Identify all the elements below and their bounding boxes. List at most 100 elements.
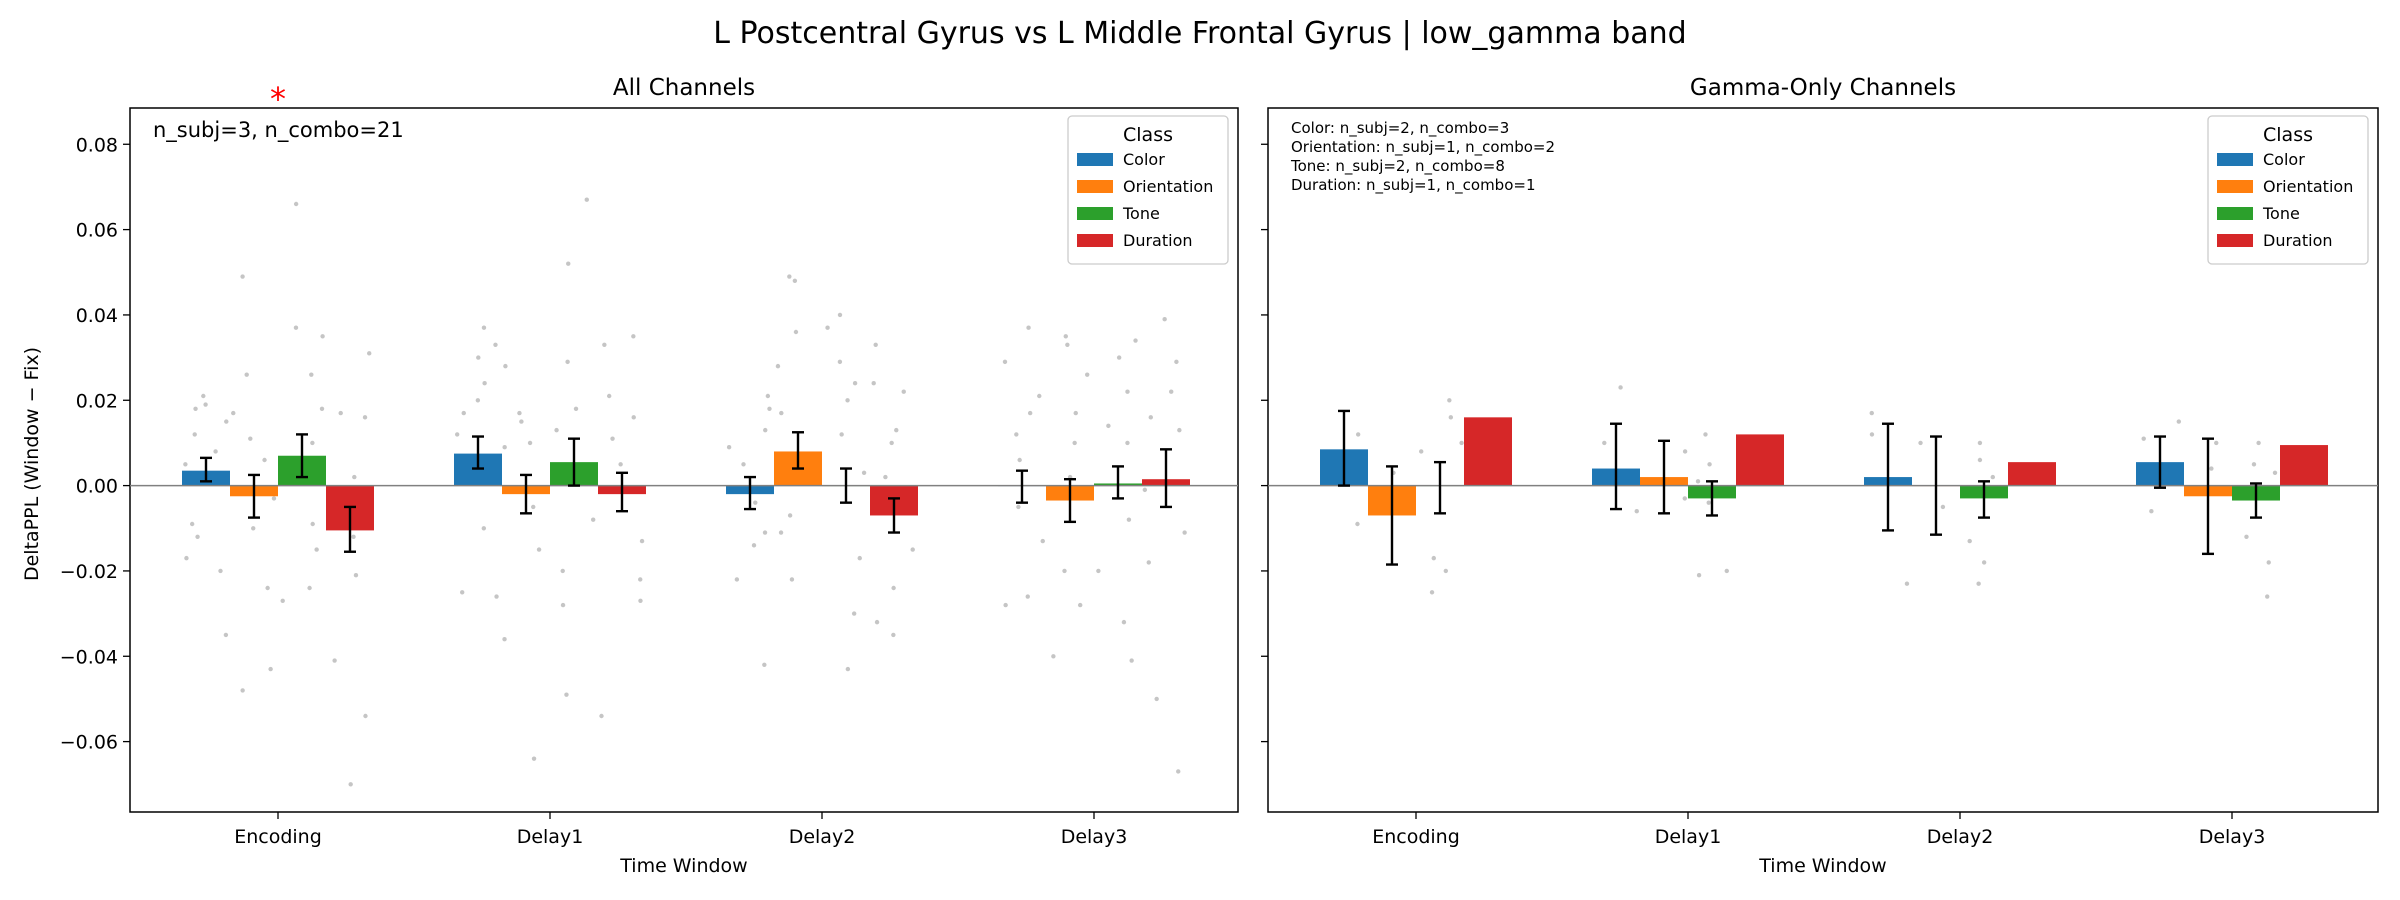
data-point — [1129, 658, 1134, 663]
data-point — [2265, 594, 2270, 599]
legend-entry: Color — [1123, 150, 1165, 169]
data-point — [519, 419, 524, 424]
sample-size-annotation-line: Color: n_subj=2, n_combo=3 — [1291, 119, 1509, 138]
data-point — [599, 713, 604, 719]
legend-entry: Duration — [2263, 231, 2333, 250]
data-point — [2256, 440, 2261, 446]
data-point — [767, 406, 772, 411]
data-point — [332, 658, 337, 663]
data-point — [883, 474, 888, 480]
legend-title: Class — [1123, 124, 1173, 146]
data-point — [1682, 449, 1688, 454]
data-point — [310, 521, 315, 527]
data-point — [1696, 573, 1702, 578]
y-tick-label: 0.02 — [76, 390, 118, 412]
data-point — [1918, 440, 1923, 446]
data-point — [309, 372, 314, 377]
data-point — [494, 594, 499, 599]
data-point — [610, 436, 615, 441]
y-tick-label: 0.06 — [76, 220, 118, 242]
data-point — [1133, 338, 1138, 343]
data-point — [1618, 385, 1623, 390]
data-point — [894, 427, 899, 433]
data-point — [251, 526, 256, 531]
bar — [2280, 445, 2328, 486]
legend-entry: Orientation — [2263, 177, 2353, 196]
data-point — [218, 568, 223, 574]
data-point — [502, 445, 507, 450]
data-point — [792, 278, 798, 283]
axes-frame — [1267, 107, 2379, 813]
data-point — [1085, 372, 1090, 377]
data-point — [1162, 317, 1167, 322]
legend-swatch — [1077, 207, 1113, 220]
data-point — [1431, 555, 1436, 561]
y-tick-label: 0.08 — [76, 134, 118, 156]
data-point — [901, 389, 906, 394]
legend-entry: Orientation — [1123, 177, 1213, 196]
data-point — [319, 406, 325, 411]
data-point — [566, 261, 571, 266]
data-point — [1077, 602, 1083, 608]
data-point — [1125, 389, 1130, 394]
data-point — [1148, 415, 1153, 420]
data-point — [889, 440, 894, 446]
data-point — [762, 530, 768, 535]
data-point — [481, 325, 487, 330]
data-point — [584, 197, 589, 202]
data-point — [475, 398, 481, 403]
data-point — [1634, 509, 1639, 514]
legend-swatch — [2217, 153, 2253, 166]
data-point — [1037, 393, 1042, 399]
data-point — [1051, 654, 1056, 659]
data-point — [265, 585, 270, 591]
data-point — [271, 496, 277, 501]
data-point — [1981, 560, 1987, 565]
series-tone — [1416, 485, 2280, 501]
data-point — [779, 410, 784, 416]
x-tick-label: Delay1 — [1655, 826, 1722, 848]
x-axis-label: Time Window — [619, 855, 747, 877]
data-point — [734, 577, 740, 582]
data-point — [189, 521, 195, 527]
data-point — [638, 577, 643, 582]
data-point — [184, 555, 189, 561]
data-point — [502, 637, 507, 642]
data-point — [1940, 504, 1946, 510]
data-point — [852, 381, 858, 386]
x-tick-label: Delay2 — [789, 826, 856, 848]
y-tick-label: −0.06 — [60, 732, 118, 754]
data-point — [1073, 410, 1078, 416]
data-point — [1707, 462, 1712, 467]
data-point — [460, 590, 465, 595]
data-point — [1682, 496, 1687, 501]
data-point — [1063, 334, 1068, 339]
data-point — [1014, 432, 1019, 437]
data-point — [1174, 359, 1179, 365]
data-point — [741, 462, 746, 467]
data-point — [726, 445, 732, 450]
y-tick-label: 0.00 — [76, 476, 118, 498]
data-point — [845, 398, 850, 403]
data-point — [837, 359, 843, 365]
data-point — [751, 543, 757, 548]
data-point — [2266, 560, 2271, 565]
data-point — [793, 329, 799, 335]
x-tick-label: Delay3 — [1061, 826, 1128, 848]
data-point — [839, 432, 844, 437]
data-point — [618, 462, 623, 467]
data-point — [1125, 440, 1130, 446]
panel-title: All Channels — [613, 75, 755, 101]
data-point — [1146, 560, 1151, 565]
data-point — [560, 602, 566, 608]
data-point — [240, 688, 245, 693]
data-point — [1177, 427, 1182, 433]
data-point — [1017, 457, 1022, 463]
data-point — [1182, 530, 1187, 535]
data-point — [223, 632, 229, 638]
data-point — [891, 632, 896, 638]
data-point — [1062, 568, 1067, 574]
data-point — [1169, 389, 1174, 394]
data-point — [192, 432, 197, 437]
